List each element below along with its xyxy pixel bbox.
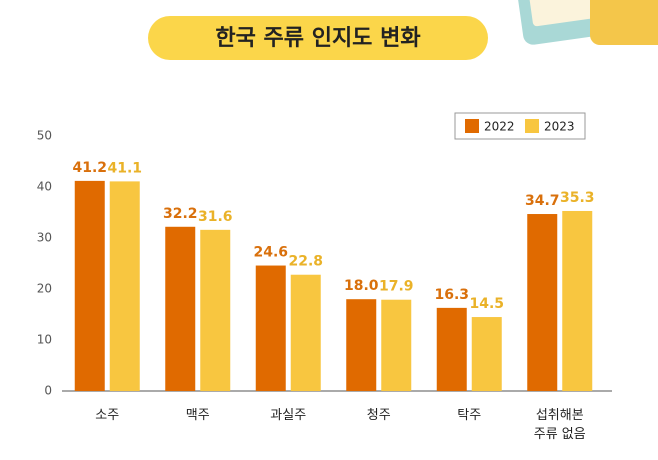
x-tick-label: 섭취해본 주류 없음: [533, 408, 586, 442]
y-tick-label: 30: [37, 231, 52, 245]
decoration: [517, 0, 658, 45]
bar: [527, 214, 558, 391]
value-label: 16.3: [434, 287, 469, 303]
legend-label: 2022: [484, 120, 515, 134]
value-label: 35.3: [560, 190, 595, 206]
x-tick-label: 탁주: [457, 408, 482, 423]
legend-swatch: [525, 119, 539, 133]
value-label: 17.9: [379, 279, 414, 295]
x-tick-label: 소주: [95, 408, 120, 423]
legend-swatch: [465, 119, 479, 133]
y-tick-label: 10: [37, 333, 52, 347]
value-label: 32.2: [163, 206, 198, 222]
value-label: 14.5: [469, 296, 504, 312]
chart-title: 한국 주류 인지도 변화: [215, 26, 420, 51]
value-label: 34.7: [525, 193, 560, 209]
value-label: 24.6: [253, 245, 288, 261]
legend-label: 2023: [544, 120, 575, 134]
value-label: 41.2: [72, 160, 107, 176]
value-label: 41.1: [107, 160, 142, 176]
bar: [381, 299, 412, 391]
y-tick-label: 50: [37, 129, 52, 143]
x-tick-label: 청주: [366, 408, 391, 423]
y-tick-label: 20: [37, 282, 52, 296]
bar: [165, 226, 196, 391]
bar: [562, 210, 593, 391]
value-label: 22.8: [288, 254, 323, 270]
title-pill: [148, 16, 488, 60]
bar: [109, 181, 140, 391]
value-label: 18.0: [344, 278, 379, 294]
bar: [200, 229, 231, 391]
bar: [471, 317, 502, 391]
value-label: 31.6: [198, 209, 233, 225]
y-tick-label: 0: [44, 384, 52, 398]
bar: [290, 274, 321, 391]
x-tick-label: 과실주: [270, 408, 307, 423]
bar: [255, 265, 286, 391]
bar: [346, 299, 377, 391]
bar: [74, 180, 105, 391]
bar: [436, 307, 467, 391]
y-tick-label: 40: [37, 180, 52, 194]
x-tick-label: 맥주: [185, 408, 210, 423]
